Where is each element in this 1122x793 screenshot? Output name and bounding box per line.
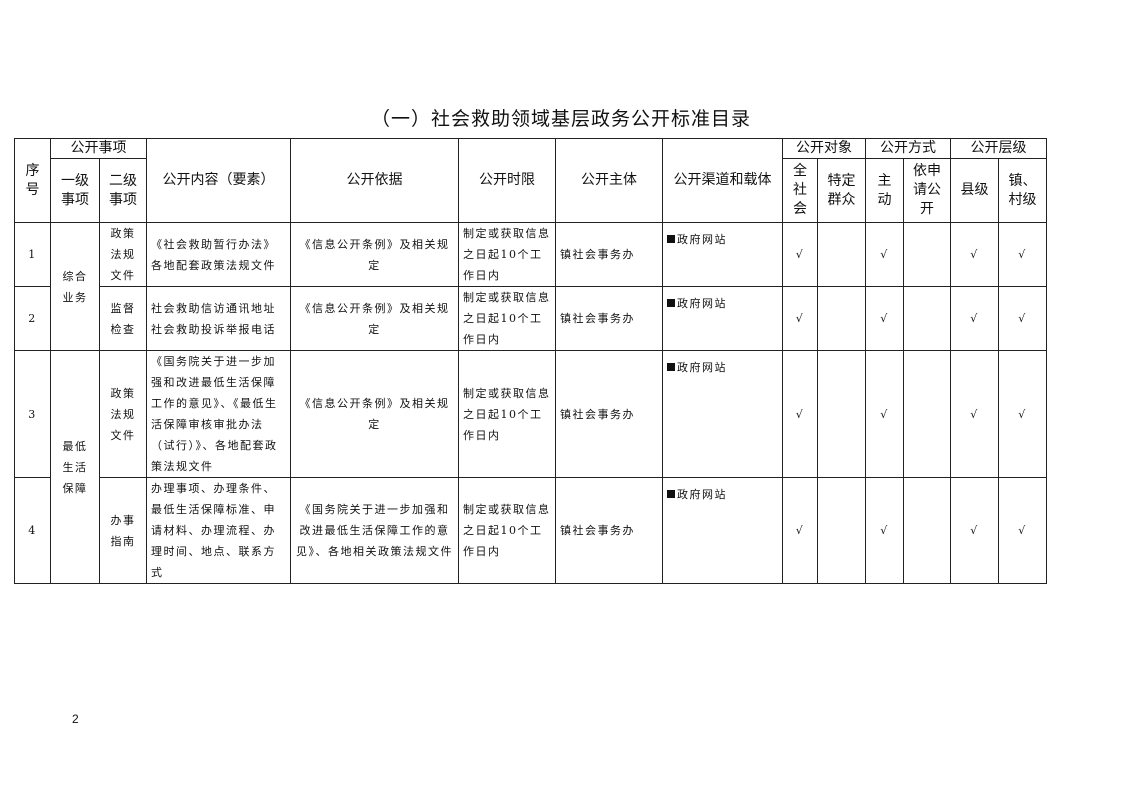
row-level1: 最低生活保障	[50, 350, 100, 584]
row-content: 办理事项、办理条件、最低生活保障标准、申请材料、办理流程、办理时间、地点、联系方…	[146, 477, 291, 584]
row-subject: 镇社会事务办	[555, 222, 663, 287]
table-row: 4 办事指南 办理事项、办理条件、最低生活保障标准、申请材料、办理流程、办理时间、地…	[14, 477, 1047, 584]
row-channel-text: 政府网站	[677, 233, 727, 246]
row-check-county: √	[950, 222, 999, 287]
row-seq: 1	[14, 222, 51, 287]
header-content: 公开内容（要素）	[146, 138, 291, 223]
black-square-icon	[667, 299, 675, 307]
row-channel: 政府网站	[662, 286, 783, 351]
row-subject: 镇社会事务办	[555, 350, 663, 478]
row-check-specific	[817, 286, 866, 351]
header-method: 公开方式	[865, 138, 951, 159]
row-channel: 政府网站	[662, 350, 783, 478]
row-check-county: √	[950, 477, 999, 584]
row-check-all: √	[782, 222, 818, 287]
row-check-all: √	[782, 286, 818, 351]
row-level2: 监督检查	[99, 286, 147, 351]
header-level: 公开层级	[950, 138, 1047, 159]
header-level-town: 镇、村级	[998, 158, 1047, 223]
row-time-limit: 制定或获取信息之日起10个工作日内	[458, 222, 556, 287]
row-check-all: √	[782, 350, 818, 478]
row-check-town: √	[998, 286, 1047, 351]
header-target: 公开对象	[782, 138, 866, 159]
table-row: 2 监督检查 社会救助信访通讯地址社会救助投诉举报电话 《信息公开条例》及相关规定 制定…	[14, 286, 1047, 351]
header-level1: 一级事项	[50, 158, 100, 223]
row-check-specific	[817, 477, 866, 584]
header-level2: 二级事项	[99, 158, 147, 223]
row-check-active: √	[865, 350, 904, 478]
black-square-icon	[667, 490, 675, 498]
header-target-all: 全社会	[782, 158, 818, 223]
row-subject: 镇社会事务办	[555, 477, 663, 584]
row-check-active: √	[865, 477, 904, 584]
row-seq: 4	[14, 477, 51, 584]
row-channel: 政府网站	[662, 222, 783, 287]
row-check-active: √	[865, 222, 904, 287]
row-check-active: √	[865, 286, 904, 351]
row-time-limit: 制定或获取信息之日起10个工作日内	[458, 477, 556, 584]
header-time-limit: 公开时限	[458, 138, 556, 223]
header-channel: 公开渠道和载体	[662, 138, 783, 223]
row-level2: 政策法规文件	[99, 350, 147, 478]
row-check-town: √	[998, 222, 1047, 287]
black-square-icon	[667, 363, 675, 371]
header-level-county: 县级	[950, 158, 999, 223]
row-basis: 《信息公开条例》及相关规定	[290, 286, 459, 351]
row-seq: 2	[14, 286, 51, 351]
row-check-town: √	[998, 350, 1047, 478]
header-basis: 公开依据	[290, 138, 459, 223]
table-row: 3 最低生活保障 政策法规文件 《国务院关于进一步加强和改进最低生活保障工作的意见》、…	[14, 350, 1047, 584]
row-content: 社会救助信访通讯地址社会救助投诉举报电话	[146, 286, 291, 351]
row-check-county: √	[950, 286, 999, 351]
header-items: 公开事项	[50, 138, 147, 159]
row-check-county: √	[950, 350, 999, 478]
row-check-apply	[903, 222, 951, 287]
header-method-apply: 依申请公开	[903, 158, 951, 223]
row-channel-text: 政府网站	[677, 361, 727, 374]
page-number: 2	[72, 712, 79, 726]
row-check-town: √	[998, 477, 1047, 584]
row-level2: 政策法规文件	[99, 222, 147, 287]
row-check-apply	[903, 350, 951, 478]
row-time-limit: 制定或获取信息之日起10个工作日内	[458, 350, 556, 478]
row-basis: 《国务院关于进一步加强和改进最低生活保障工作的意见》、各地相关政策法规文件	[290, 477, 459, 584]
row-channel-text: 政府网站	[677, 488, 727, 501]
table-row: 1 综合业务 政策法规文件 《社会救助暂行办法》各地配套政策法规文件 《信息公开条例》及…	[14, 222, 1047, 351]
row-time-limit: 制定或获取信息之日起10个工作日内	[458, 286, 556, 351]
header-seq: 序号	[14, 138, 51, 223]
row-check-specific	[817, 222, 866, 287]
row-check-all: √	[782, 477, 818, 584]
row-level2: 办事指南	[99, 477, 147, 584]
row-channel-text: 政府网站	[677, 297, 727, 310]
row-basis: 《信息公开条例》及相关规定	[290, 222, 459, 287]
row-check-specific	[817, 350, 866, 478]
row-subject: 镇社会事务办	[555, 286, 663, 351]
disclosure-standard-table: 序号 公开事项 公开内容（要素） 公开依据 公开时限 公开主体 公开渠道和载体 …	[14, 138, 1047, 584]
row-channel: 政府网站	[662, 477, 783, 584]
row-content: 《社会救助暂行办法》各地配套政策法规文件	[146, 222, 291, 287]
black-square-icon	[667, 235, 675, 243]
row-basis: 《信息公开条例》及相关规定	[290, 350, 459, 478]
header-target-specific: 特定群众	[817, 158, 866, 223]
row-check-apply	[903, 477, 951, 584]
row-content: 《国务院关于进一步加强和改进最低生活保障工作的意见》、《最低生活保障审核审批办法…	[146, 350, 291, 478]
page-title: （一）社会救助领域基层政务公开标准目录	[370, 108, 751, 130]
row-level1: 综合业务	[50, 222, 100, 351]
header-subject: 公开主体	[555, 138, 663, 223]
header-method-active: 主动	[865, 158, 904, 223]
row-seq: 3	[14, 350, 51, 478]
row-check-apply	[903, 286, 951, 351]
